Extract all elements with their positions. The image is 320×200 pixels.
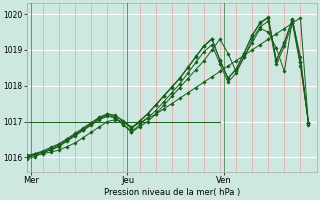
X-axis label: Pression niveau de la mer( hPa ): Pression niveau de la mer( hPa ) <box>104 188 240 197</box>
